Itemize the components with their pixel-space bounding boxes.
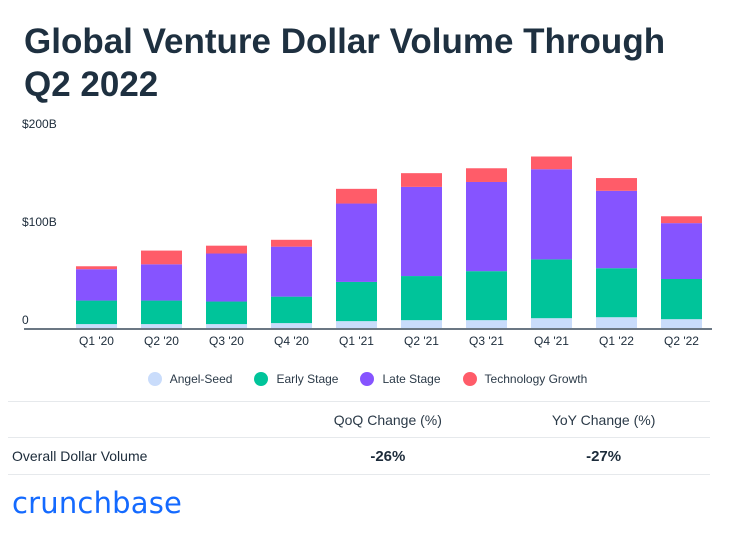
- bar-segment: [336, 203, 377, 282]
- x-tick-label: Q4 '21: [534, 334, 569, 348]
- bar-segment: [271, 296, 312, 324]
- legend-swatch: [254, 372, 269, 386]
- legend-swatch: [360, 372, 375, 386]
- y-tick-label: $100B: [22, 215, 57, 229]
- bar-segment: [336, 321, 377, 328]
- summary-table: QoQ Change (%) YoY Change (%) Overall Do…: [8, 401, 710, 475]
- legend-swatch: [147, 372, 162, 386]
- bar-segment: [76, 266, 117, 270]
- bar-segment: [141, 300, 182, 325]
- bar-segment: [466, 271, 507, 321]
- x-tick-label: Q2 '22: [664, 334, 699, 348]
- bar-segment: [466, 181, 507, 272]
- legend-label: Angel-Seed: [169, 372, 233, 386]
- table-row: Overall Dollar Volume -26% -27%: [8, 438, 710, 475]
- bar-segment: [401, 320, 442, 328]
- bar-segment: [466, 168, 507, 182]
- bar-segment: [141, 324, 182, 328]
- table-header-row: QoQ Change (%) YoY Change (%): [8, 402, 710, 438]
- bar-segment: [596, 268, 637, 318]
- x-tick-label: Q3 '20: [209, 334, 244, 348]
- x-tick-label: Q3 '21: [469, 334, 504, 348]
- bar-segment: [141, 250, 182, 265]
- legend-item: Early Stage: [254, 372, 338, 386]
- bar-segment: [401, 276, 442, 321]
- bar-segment: [141, 264, 182, 301]
- legend-label: Late Stage: [382, 372, 441, 386]
- x-tick-label: Q2 '20: [144, 334, 179, 348]
- y-tick-label: 0: [22, 313, 29, 327]
- legend-item: Technology Growth: [462, 372, 588, 386]
- bar-segment: [466, 320, 507, 328]
- legend-swatch: [462, 372, 477, 386]
- x-tick-label: Q1 '20: [79, 334, 114, 348]
- bar-segment: [401, 186, 442, 277]
- bar-segment: [596, 190, 637, 269]
- table-header-yoy: YoY Change (%): [551, 411, 656, 428]
- chart-title: Global Venture Dollar Volume Through Q2 …: [24, 22, 666, 104]
- bar-segment: [661, 216, 702, 224]
- bar-segment: [76, 269, 117, 301]
- bar-segment: [661, 279, 702, 320]
- yoy-value: -27%: [586, 447, 622, 465]
- x-tick-label: Q1 '21: [339, 334, 374, 348]
- bar-segment: [596, 178, 637, 191]
- crunchbase-logo: crunchbase: [12, 486, 183, 520]
- bar-segment: [271, 246, 312, 297]
- bar-segment: [271, 239, 312, 247]
- y-tick-label: $200B: [22, 117, 57, 131]
- legend-label: Early Stage: [276, 372, 339, 386]
- table-header-qoq: QoQ Change (%): [333, 411, 442, 428]
- bar-segment: [206, 245, 247, 254]
- legend-label: Technology Growth: [484, 372, 588, 386]
- bar-segment: [271, 323, 312, 328]
- x-tick-label: Q4 '20: [274, 334, 309, 348]
- bar-segment: [336, 188, 377, 204]
- bar-segment: [76, 300, 117, 325]
- legend-item: Angel-Seed: [147, 372, 233, 386]
- stacked-bar-chart: 0 $100B $200B Q1 '20 Q2 '20 Q3 '20 Q4 '20 Q1 '2…: [22, 117, 712, 348]
- legend-item: Late Stage: [360, 372, 441, 386]
- bar-segment: [76, 324, 117, 328]
- qoq-value: -26%: [370, 447, 406, 465]
- x-tick-label: Q1 '22: [599, 334, 634, 348]
- row-label: Overall Dollar Volume: [12, 448, 148, 464]
- bar-segment: [206, 301, 247, 325]
- bar-segment: [336, 281, 377, 322]
- bar-segment: [206, 253, 247, 302]
- legend: Angel-Seed Early Stage Late Stage Technolog…: [0, 372, 735, 386]
- x-tick-label: Q2 '21: [404, 334, 439, 348]
- bar-segment: [596, 317, 637, 328]
- bar-segment: [531, 156, 572, 170]
- bar-segment: [661, 223, 702, 279]
- bar-segment: [531, 318, 572, 328]
- bar-segment: [401, 173, 442, 187]
- bar-segment: [531, 169, 572, 260]
- bar-segment: [206, 324, 247, 328]
- bar-segment: [531, 259, 572, 319]
- bar-segment: [661, 319, 702, 328]
